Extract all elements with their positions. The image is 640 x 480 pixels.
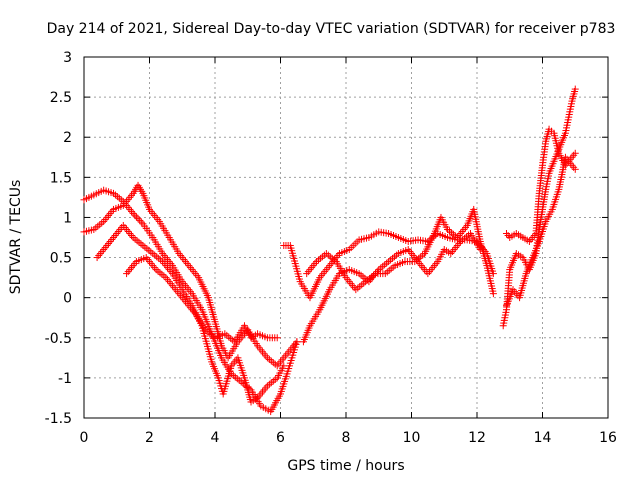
x-tick-label: 16 <box>599 430 617 446</box>
x-tick-label: 6 <box>276 430 285 446</box>
y-tick-label: -1 <box>58 371 72 387</box>
x-axis-label: GPS time / hours <box>287 458 404 474</box>
chart-title: Day 214 of 2021, Sidereal Day-to-day VTE… <box>47 21 616 37</box>
x-tick-label: 0 <box>80 430 89 446</box>
series-points <box>93 221 288 406</box>
y-axis: 3 2.5 2 1.5 1 0.5 0 -0.5 -1 -1.5 <box>45 50 608 427</box>
y-tick-label: -1.5 <box>45 411 72 427</box>
x-tick-label: 2 <box>145 430 154 446</box>
x-tick-label: 10 <box>403 430 421 446</box>
x-tick-label: 8 <box>342 430 351 446</box>
y-tick-label: 0 <box>63 291 72 307</box>
y-tick-label: 0.5 <box>50 251 72 267</box>
x-tick-label: 12 <box>468 430 486 446</box>
series-points <box>303 205 497 298</box>
series-points <box>123 254 281 346</box>
y-tick-label: 1.5 <box>50 170 72 186</box>
x-tick-label: 14 <box>534 430 552 446</box>
y-tick-label: 1 <box>63 210 72 226</box>
y-tick-label: 2.5 <box>50 90 72 106</box>
x-axis: 0 2 4 6 8 10 12 14 16 <box>80 57 617 446</box>
y-axis-label: SDTVAR / TECUs <box>8 180 24 295</box>
series-points <box>80 186 301 416</box>
series-points <box>502 153 579 310</box>
data-points <box>80 85 579 416</box>
series-points <box>80 181 301 370</box>
series-points <box>299 229 484 346</box>
x-tick-label: 4 <box>211 430 220 446</box>
y-tick-label: 3 <box>63 50 72 66</box>
y-tick-label: -0.5 <box>45 331 72 347</box>
y-tick-label: 2 <box>63 130 72 146</box>
